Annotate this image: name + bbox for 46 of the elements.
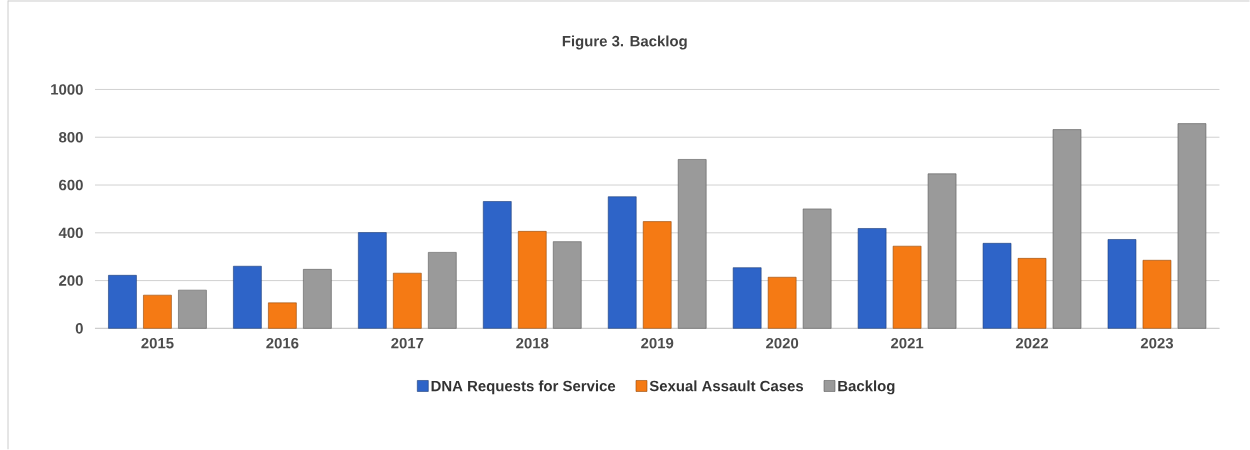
- x-tick-label: 2017: [391, 337, 424, 349]
- x-tick-label: 2023: [1140, 337, 1174, 349]
- y-tick-label: 600: [59, 179, 83, 191]
- y-tick-label: 1000: [51, 84, 83, 95]
- legend-label: Backlog: [838, 380, 895, 395]
- bar: [482, 201, 512, 329]
- bar: [927, 173, 957, 329]
- legend-label: DNA Requests for Service: [431, 380, 616, 395]
- bar: [552, 241, 582, 329]
- legend-label: Sexual Assault Cases: [649, 380, 804, 392]
- bar: [1142, 260, 1172, 329]
- bar: [358, 232, 387, 329]
- bar: [767, 277, 797, 329]
- bar: [303, 269, 332, 329]
- bar: [143, 294, 172, 329]
- x-tick-label: 2021: [890, 337, 924, 349]
- bar: [428, 252, 457, 329]
- x-tick-label: 2020: [766, 337, 799, 349]
- bar: [517, 231, 547, 329]
- bar: [857, 228, 887, 329]
- bar: [892, 245, 922, 329]
- x-tick-label: 2015: [141, 337, 174, 349]
- y-tick-label: 200: [59, 275, 83, 286]
- bar: [108, 275, 137, 329]
- x-tick-label: 2022: [1015, 337, 1049, 349]
- bar: [178, 289, 207, 329]
- bar: [1052, 129, 1082, 329]
- y-tick-label: 400: [58, 227, 83, 239]
- x-tick-label: 2019: [641, 337, 674, 349]
- bar: [393, 272, 422, 329]
- bar: [677, 159, 707, 329]
- bar: [802, 208, 832, 329]
- x-tick-label: 2018: [516, 337, 549, 349]
- x-tick-label: 2016: [266, 337, 299, 349]
- bar: [642, 221, 672, 329]
- bar: [1017, 258, 1047, 329]
- y-tick-label: 800: [59, 132, 83, 143]
- bar: [1107, 239, 1137, 329]
- bar: [233, 266, 262, 329]
- bar: [982, 243, 1012, 329]
- bar: [607, 196, 637, 329]
- bar: [732, 267, 762, 329]
- y-tick-label: 0: [75, 323, 83, 334]
- bar: [1177, 123, 1207, 329]
- bar: [268, 302, 297, 329]
- chart-title: Figure 3. Backlog: [562, 35, 687, 50]
